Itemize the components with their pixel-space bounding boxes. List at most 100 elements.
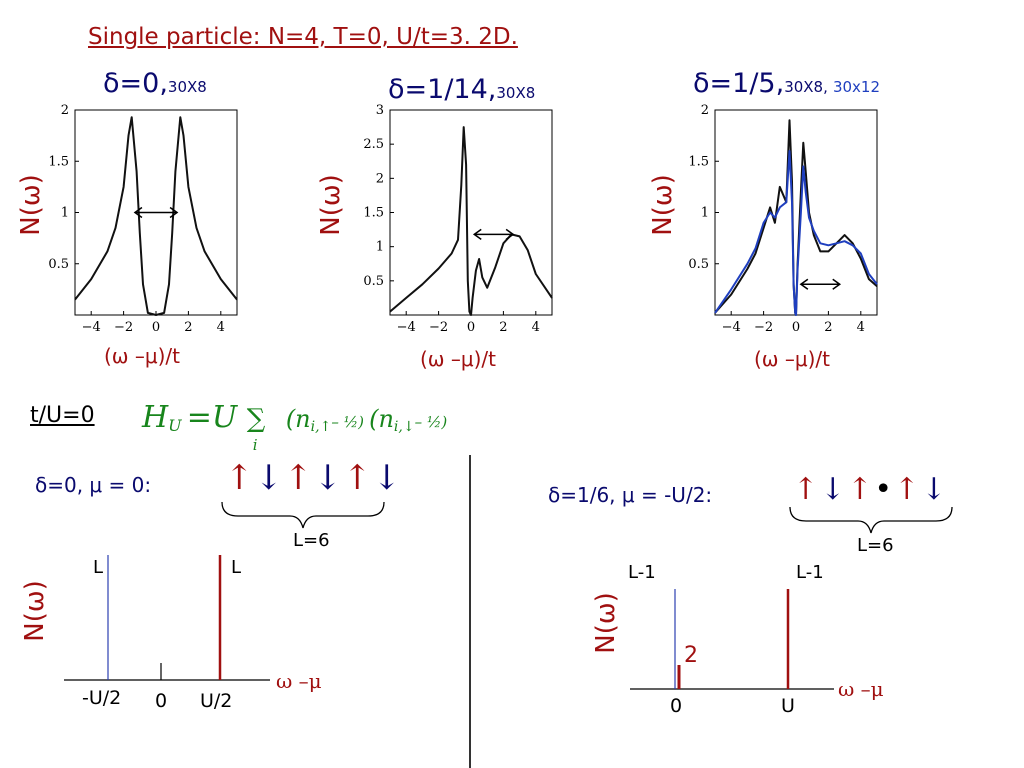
x-tick-label: 4 [217,320,225,335]
y-tick-label: 1.5 [688,154,709,169]
panel-2-header: δ=1/14,30X8 [388,74,535,105]
x-tick-label: 0 [152,320,160,335]
series-line-1 [74,116,238,316]
panel-2-delta: δ=1/14, [388,74,497,105]
y-tick-label: 1 [701,206,709,221]
left-peak-right-label: L [231,557,242,578]
gap-arrow-head-left [133,206,143,219]
plot-frame [389,109,553,316]
left-tick-zero: 0 [155,690,168,712]
x-tick-label: −2 [754,320,773,335]
x-tick-label: −4 [82,320,101,335]
ham-H-sub: U [168,416,182,436]
ham-H: H [142,400,169,435]
y-tick-label: 2.5 [363,137,384,152]
spin-6: ↓ [372,458,402,498]
y-tick-label: 0.5 [688,257,709,272]
ham-eq: =U [186,400,247,435]
y-tick-label: 1.5 [48,154,69,169]
page-title: Single particle: N=4, T=0, U/t=3. 2D. [88,24,518,50]
rspin-hole: • [874,472,895,507]
right-spectrum [630,589,834,690]
limit-label: t/U=0 [30,403,95,428]
right-small-peak-label: 2 [684,643,698,668]
panel-3-size2: 30x12 [832,78,881,96]
panel-3-xlabel: (ω –μ)/t [754,347,831,371]
y-tick-label: 1.5 [363,206,384,221]
y-tick-label: 2 [376,171,384,186]
left-tick-neg: -U/2 [82,687,122,709]
rspin-1: ↑ [793,472,821,507]
panel-3-header: δ=1/5,30X8, 30x12 [693,68,880,99]
y-tick-label: 2 [61,103,69,118]
x-tick-label: 4 [857,320,865,335]
right-ylabel: N(ω) [590,592,621,654]
ham-f2: (n [369,405,394,433]
spin-5: ↑ [343,458,373,498]
panel-1-xlabel: (ω –μ)/t [104,344,181,368]
y-tick-label: 2 [701,103,709,118]
right-peak-left-label: L-1 [628,562,656,583]
right-tick-U: U [781,695,795,717]
ham-sum: ∑ [246,404,266,434]
y-tick-label: 0.5 [363,274,384,289]
left-peak-left-label: L [93,557,104,578]
rspin-2: ↓ [820,472,848,507]
y-tick-label: 1 [61,206,69,221]
gap-arrow-head-left [472,228,482,240]
series-line-1 [714,119,878,316]
x-tick-label: −4 [397,320,416,335]
gap-arrow-head-right [169,206,179,219]
rspin-3: ↑ [847,472,875,507]
ham-f1-tail: – ½) [331,413,364,431]
y-tick-label: 0.5 [48,257,69,272]
left-spectrum [64,555,270,681]
panel-2-ylabel: N(ω) [315,174,346,236]
chart-delta-1-5: −4 −2 0 2 4 0.5 1 1.5 2 [688,103,878,335]
x-tick-label: −2 [114,320,133,335]
y-tick-label: 3 [376,103,384,118]
left-brace [221,501,385,529]
right-case-label: δ=1/6, μ = -U/2: [548,483,713,507]
panel-3-ylabel: N(ω) [647,174,678,236]
series-line-1 [389,126,553,316]
left-axis-label: ω –μ [276,669,322,693]
right-axis-label: ω –μ [838,677,884,701]
ham-f2-sub: i,↓ [393,419,415,436]
gap-arrow-head-left [799,278,809,290]
left-L-label: L=6 [293,530,330,551]
right-peak-right-label: L-1 [796,562,824,583]
x-tick-label: 0 [792,320,800,335]
ham-f1-sub: i,↑ [310,419,332,436]
series-line-2 [714,150,878,316]
panel-1-delta: δ=0, [103,68,168,99]
rspin-5: ↑ [894,472,922,507]
x-tick-label: 2 [824,320,832,335]
panel-2-size: 30X8 [496,84,536,102]
spin-2: ↓ [254,458,284,498]
right-L-label: L=6 [857,535,894,556]
ham-f2-tail: – ½) [414,413,448,431]
spin-1: ↑ [225,458,255,498]
rspin-6: ↓ [921,472,949,507]
spin-3: ↑ [284,458,314,498]
hamiltonian: HU =U ∑ i (ni,↑– ½) (ni,↓– ½) [142,400,448,454]
chart-delta-0: −4 −2 0 2 4 0.5 1 1.5 2 [48,103,238,335]
panel-3-delta: δ=1/5, [693,68,785,99]
x-tick-label: 0 [467,320,475,335]
x-tick-label: −4 [722,320,741,335]
panel-1-header: δ=0,30X8 [103,68,207,99]
y-tick-label: 1 [376,240,384,255]
left-ylabel: N(ω) [19,580,50,642]
x-tick-label: −2 [429,320,448,335]
x-tick-label: 2 [184,320,192,335]
gap-arrow-head-right [832,278,842,290]
right-brace [789,506,953,534]
panel-3-size: 30X8, [784,78,828,96]
divider [469,455,471,768]
ham-f1: (n [285,405,311,433]
left-tick-pos: U/2 [200,690,233,712]
ham-sum-group: ∑ i [246,404,271,454]
ham-sum-sub: i [252,436,258,454]
x-tick-label: 4 [532,320,540,335]
